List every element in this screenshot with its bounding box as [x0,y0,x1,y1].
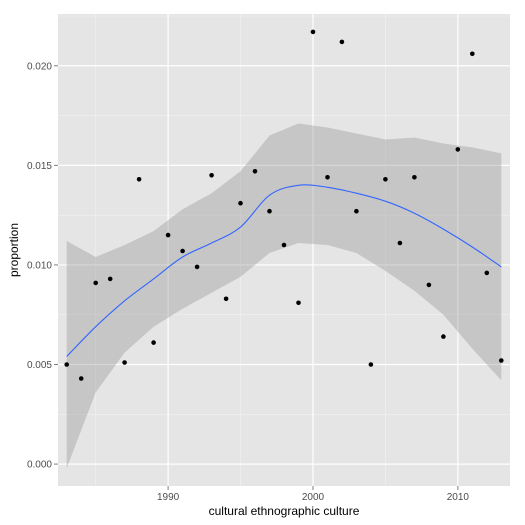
x-tick-label: 1990 [157,492,180,503]
data-point [64,362,69,367]
data-point [281,242,287,248]
data-point [426,282,432,288]
data-point [194,264,200,270]
data-point [412,175,417,180]
confidence-band [66,123,502,469]
data-point [78,376,84,381]
data-point [238,200,243,206]
y-axis-ticks: 0.000 0.005 0.010 0.015 0.020 [27,61,58,471]
data-point [209,173,214,178]
x-axis-title: cultural ethnographic culture [209,504,360,518]
major-gridlines [58,14,510,486]
data-point [93,280,98,286]
x-tick-label: 2010 [447,492,470,503]
y-tick-label: 0.005 [27,360,52,371]
data-point [296,300,301,306]
data-point [368,362,374,367]
data-point [470,51,475,57]
data-points [64,29,504,381]
data-point [455,147,461,152]
data-point [252,169,258,174]
smooth-trend-line [66,184,502,357]
data-point [383,177,388,182]
data-point [441,334,446,339]
minor-gridlines [58,14,510,486]
y-tick-label: 0.000 [27,460,52,471]
data-point [339,39,345,45]
y-tick-label: 0.020 [27,61,52,72]
x-axis-ticks: 1990 2000 2010 [157,486,469,503]
data-point [310,29,316,35]
data-point [107,276,113,282]
data-point [499,358,504,363]
data-point [165,232,171,238]
data-point [325,175,330,180]
data-point [484,270,490,276]
y-tick-label: 0.015 [27,161,52,172]
data-point [397,240,403,246]
data-point [267,208,272,214]
plot-panel [58,14,510,486]
data-point [354,208,359,214]
y-axis-title: proportion [7,223,21,277]
data-point [180,248,185,254]
data-point [151,340,156,345]
data-point [223,296,229,302]
y-tick-label: 0.010 [27,260,52,271]
data-point [136,177,142,182]
x-tick-label: 2000 [302,492,325,503]
data-point [122,360,127,365]
